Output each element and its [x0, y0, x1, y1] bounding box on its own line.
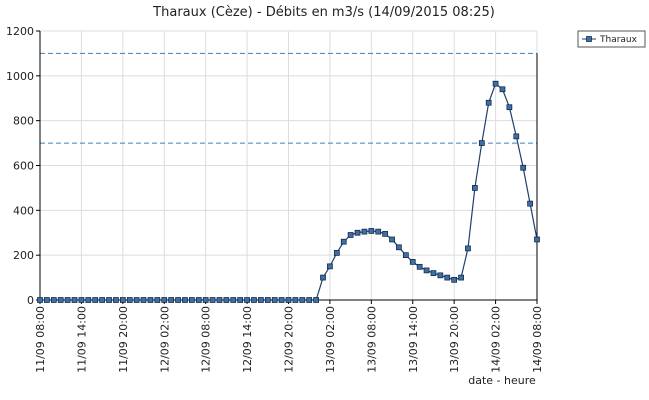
data-point — [271, 297, 278, 303]
legend-label: Tharaux — [599, 35, 638, 45]
data-point — [78, 297, 85, 303]
data-point — [423, 267, 430, 274]
x-tick-label: 12/09 02:00 — [158, 306, 171, 373]
data-point — [195, 297, 202, 303]
data-point — [189, 297, 195, 303]
data-point — [299, 297, 306, 303]
data-point — [175, 297, 181, 303]
data-point — [182, 297, 188, 303]
data-point — [147, 297, 154, 303]
y-tick-label: 800 — [13, 115, 34, 128]
data-point — [202, 297, 209, 303]
data-point — [437, 272, 444, 279]
x-tick-label: 13/09 14:00 — [407, 306, 420, 373]
data-point — [534, 236, 540, 243]
legend-marker — [586, 36, 592, 42]
data-point — [465, 245, 471, 252]
y-tick-label: 200 — [13, 249, 34, 262]
data-point — [375, 228, 382, 235]
data-point — [64, 297, 71, 303]
data-point — [85, 297, 92, 303]
data-point — [216, 297, 223, 303]
data-point — [133, 297, 140, 303]
data-point — [230, 297, 237, 303]
data-point — [119, 297, 126, 303]
data-point — [285, 297, 292, 303]
data-point — [430, 270, 437, 276]
data-point — [168, 297, 175, 303]
data-point — [313, 297, 319, 303]
data-point — [506, 104, 513, 111]
y-tick-label: 400 — [13, 204, 34, 217]
data-point — [382, 231, 388, 237]
data-point — [57, 297, 64, 303]
data-point — [44, 297, 50, 303]
x-tick-label: 13/09 20:00 — [448, 306, 461, 373]
data-point — [258, 297, 264, 303]
data-point — [340, 238, 347, 245]
data-point — [140, 297, 147, 303]
data-point — [458, 274, 464, 281]
data-point — [347, 232, 354, 238]
data-point — [527, 200, 533, 207]
legend-box — [577, 30, 646, 48]
data-point — [327, 263, 333, 270]
data-point — [396, 244, 402, 251]
data-point — [92, 297, 99, 303]
x-tick-label: 11/09 20:00 — [117, 306, 130, 373]
x-tick-label: 13/09 02:00 — [324, 306, 337, 373]
data-point — [292, 297, 299, 303]
data-point — [472, 185, 478, 191]
data-point — [333, 250, 340, 256]
data-point — [520, 164, 527, 171]
data-point — [209, 297, 216, 303]
x-axis-label: date - heure — [468, 374, 536, 387]
data-point — [106, 297, 112, 303]
y-tick-label: 0 — [27, 294, 34, 307]
data-point — [409, 259, 416, 265]
x-tick-label: 11/09 08:00 — [34, 306, 47, 373]
x-tick-label: 11/09 14:00 — [75, 306, 88, 373]
chart-title: Tharaux (Cèze) - Débits en m3/s (14/09/2… — [152, 5, 495, 20]
y-tick-label: 1000 — [6, 70, 34, 83]
data-point — [499, 86, 506, 93]
data-point — [444, 274, 451, 281]
data-point — [306, 297, 313, 303]
data-point — [451, 276, 458, 283]
y-tick-label: 1200 — [6, 25, 34, 38]
data-point — [237, 297, 244, 303]
data-point — [161, 297, 168, 303]
data-point — [416, 263, 423, 270]
data-point — [244, 297, 250, 303]
x-tick-label: 12/09 08:00 — [200, 306, 213, 373]
data-point — [251, 297, 257, 303]
data-point — [485, 99, 492, 106]
x-tick-label: 12/09 14:00 — [241, 306, 254, 373]
data-point — [126, 297, 133, 303]
data-point — [99, 297, 105, 303]
data-point — [389, 236, 395, 243]
data-point — [37, 297, 43, 303]
data-point — [492, 80, 499, 87]
data-point — [320, 274, 326, 281]
data-point — [402, 252, 409, 259]
y-tick-label: 600 — [13, 160, 34, 173]
data-point — [113, 297, 119, 303]
data-point — [354, 229, 361, 236]
data-point — [278, 297, 285, 303]
data-point — [368, 228, 375, 234]
data-point — [264, 297, 271, 303]
x-tick-label: 12/09 20:00 — [283, 306, 296, 373]
data-point — [50, 297, 57, 303]
data-point — [478, 140, 485, 146]
data-point — [223, 297, 230, 303]
x-tick-label: 14/09 08:00 — [531, 306, 544, 373]
data-point — [513, 133, 520, 140]
data-point — [71, 297, 78, 303]
x-tick-label: 13/09 08:00 — [365, 306, 378, 373]
data-point — [154, 297, 161, 303]
x-tick-label: 14/09 02:00 — [490, 306, 503, 373]
data-point — [361, 228, 368, 235]
